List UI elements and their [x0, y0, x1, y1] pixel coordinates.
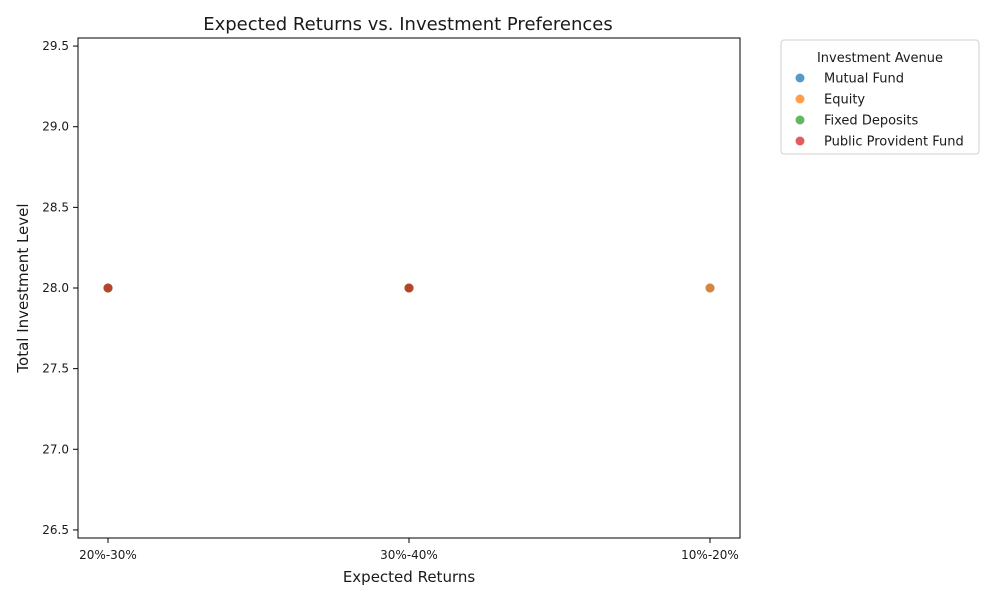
legend-label: Equity: [824, 93, 865, 108]
x-tick-label: 20%-30%: [79, 548, 137, 562]
legend: Investment Avenue Mutual Fund Equity Fixed…: [780, 39, 980, 155]
x-tick-label: 30%-40%: [380, 548, 438, 562]
x-tick-label: 10%-20%: [681, 548, 739, 562]
plot-area: [77, 37, 741, 539]
y-axis-ticks: 26.5 27.0 27.5 28.0 28.5 29.0 29.5: [42, 39, 78, 537]
legend-label: Fixed Deposits: [824, 114, 919, 129]
x-axis-label: Expected Returns: [343, 568, 476, 586]
legend-label: Mutual Fund: [824, 72, 904, 87]
y-tick-label: 29.5: [42, 39, 69, 53]
legend-marker: [795, 115, 805, 125]
data-point-public-provident-fund: [103, 283, 113, 293]
y-axis-label: Total Investment Level: [14, 203, 32, 373]
y-tick-label: 27.0: [42, 442, 69, 456]
legend-marker: [795, 94, 805, 104]
legend-marker: [795, 73, 805, 83]
y-tick-label: 27.5: [42, 362, 69, 376]
legend-title: Investment Avenue: [817, 51, 943, 66]
data-point-public-provident-fund: [404, 283, 414, 293]
y-tick-label: 26.5: [42, 523, 69, 537]
x-axis-ticks: 20%-30% 30%-40% 10%-20%: [79, 538, 739, 562]
legend-marker: [795, 136, 805, 146]
y-tick-label: 29.0: [42, 120, 69, 134]
chart-title: Expected Returns vs. Investment Preferen…: [203, 14, 613, 35]
data-points: [103, 283, 715, 293]
y-tick-label: 28.5: [42, 200, 69, 214]
data-point-equity: [705, 283, 715, 293]
legend-box: [780, 39, 980, 155]
legend-label: Public Provident Fund: [824, 135, 964, 150]
legend-items: Mutual Fund Equity Fixed Deposits Public Pr…: [795, 72, 964, 150]
y-tick-label: 28.0: [42, 281, 69, 295]
